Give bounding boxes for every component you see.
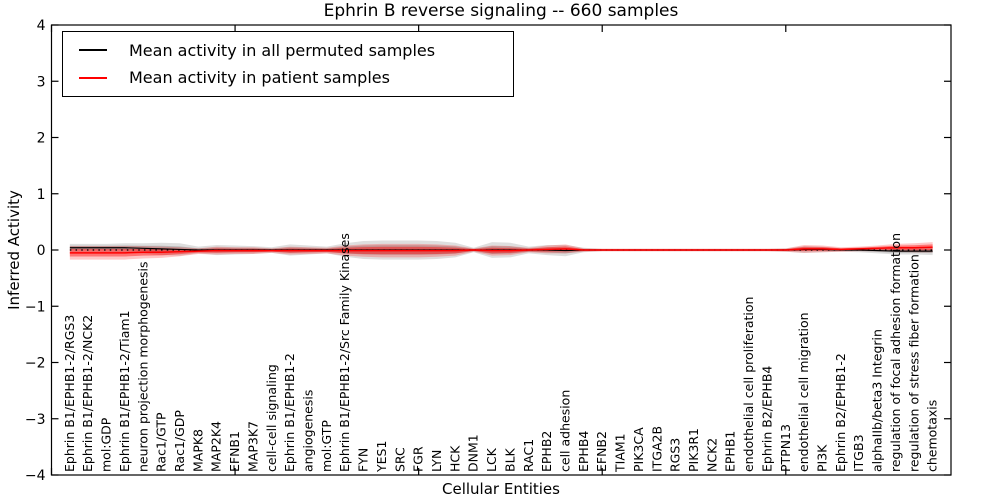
category-label: RAC1 xyxy=(521,439,536,472)
category-label: DNM1 xyxy=(466,434,481,472)
category-label: endothelial cell migration xyxy=(796,312,811,472)
category-label: PTPN13 xyxy=(778,424,793,472)
legend-line-red xyxy=(79,76,107,79)
patient-mean-line xyxy=(69,246,933,254)
category-label: EPHB4 xyxy=(576,431,591,472)
category-label: EPHB2 xyxy=(539,431,554,472)
y-tick-label: −3 xyxy=(25,412,46,428)
category-label: EFNB2 xyxy=(594,431,609,472)
category-label: FYN xyxy=(356,448,371,472)
category-label: PIK3CA xyxy=(631,427,646,472)
category-label: EFNB1 xyxy=(227,431,242,472)
category-label: YES1 xyxy=(374,441,389,473)
category-label: regulation of stress fiber formation xyxy=(906,254,921,472)
category-label: Rac1/GDP xyxy=(172,410,187,472)
category-label: LYN xyxy=(429,450,444,472)
category-label: mol:GDP xyxy=(99,417,114,472)
category-label: MAP3K7 xyxy=(245,421,260,472)
category-label: Ephrin B1/EPHB1-2/RGS3 xyxy=(62,315,77,472)
category-label: PI3K xyxy=(815,444,830,472)
category-label: NCK2 xyxy=(704,438,719,472)
legend-label-patient: Mean activity in patient samples xyxy=(129,68,390,88)
y-tick-label: 0 xyxy=(37,243,46,259)
category-label: Ephrin B2/EPHB4 xyxy=(759,366,774,472)
category-label: TIAM1 xyxy=(613,433,628,473)
category-label: PIK3R1 xyxy=(686,428,701,472)
legend-line-black xyxy=(79,49,107,52)
category-label: regulation of focal adhesion formation xyxy=(888,233,903,472)
y-tick-label: −2 xyxy=(25,356,46,372)
category-label: RGS3 xyxy=(668,438,683,472)
category-label: EPHB1 xyxy=(723,431,738,472)
y-tick-label: 3 xyxy=(37,74,46,90)
category-label: FGR xyxy=(411,446,426,472)
y-tick-label: 2 xyxy=(37,131,46,147)
x-axis-label: Cellular Entities xyxy=(442,480,560,498)
category-label: MAPK8 xyxy=(190,429,205,472)
category-label: cell adhesion xyxy=(558,390,573,472)
legend-entry-patient: Mean activity in patient samples xyxy=(63,68,513,87)
legend-entry-permuted: Mean activity in all permuted samples xyxy=(63,41,513,60)
y-axis-label: Inferred Activity xyxy=(5,190,23,310)
legend-label-permuted: Mean activity in all permuted samples xyxy=(129,40,436,60)
category-label: endothelial cell proliferation xyxy=(741,297,756,472)
category-label: Ephrin B1/EPHB1-2/Tiam1 xyxy=(117,310,132,472)
category-label: ITGB3 xyxy=(851,434,866,472)
category-label: Ephrin B1/EPHB1-2 xyxy=(282,353,297,472)
legend-box: Mean activity in all permuted samples Me… xyxy=(62,31,514,97)
category-label: MAP2K4 xyxy=(209,421,224,472)
y-tick-label: −1 xyxy=(25,299,46,315)
category-label: neuron projection morphogenesis xyxy=(135,261,150,472)
category-label: SRC xyxy=(392,447,407,472)
category-label: ITGA2B xyxy=(649,426,664,472)
category-label: alphaIIb/beta3 Integrin xyxy=(870,329,885,472)
category-label: chemotaxis xyxy=(925,400,940,472)
y-tick-label: −4 xyxy=(25,468,46,484)
category-label: Rac1/GTP xyxy=(154,412,169,472)
chart-title: Ephrin B reverse signaling -- 660 sample… xyxy=(323,1,679,21)
y-tick-label: 1 xyxy=(37,187,46,203)
y-tick-label: 4 xyxy=(37,18,46,34)
category-label: HCK xyxy=(447,445,462,472)
category-label: Ephrin B1/EPHB1-2/NCK2 xyxy=(80,315,95,472)
category-label: cell-cell signaling xyxy=(264,364,279,472)
category-label: mol:GTP xyxy=(319,420,334,472)
category-label: BLK xyxy=(502,447,517,472)
category-label: Ephrin B1/EPHB1-2/Src Family Kinases xyxy=(337,233,352,472)
category-label: Ephrin B2/EPHB1-2 xyxy=(833,353,848,472)
category-label: angiogenesis xyxy=(301,390,316,472)
category-label: LCK xyxy=(484,447,499,472)
